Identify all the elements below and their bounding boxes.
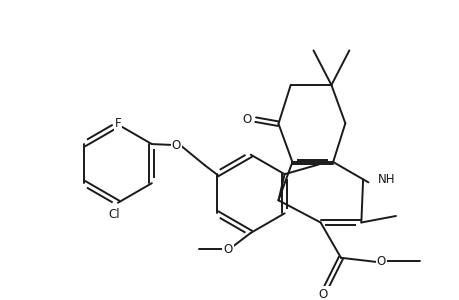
Text: O: O xyxy=(376,254,385,268)
Text: O: O xyxy=(318,288,327,300)
Text: NH: NH xyxy=(377,172,394,186)
Text: Cl: Cl xyxy=(108,208,119,221)
Text: O: O xyxy=(223,243,232,256)
Text: F: F xyxy=(114,117,121,130)
Text: O: O xyxy=(241,113,251,126)
Text: O: O xyxy=(171,139,180,152)
